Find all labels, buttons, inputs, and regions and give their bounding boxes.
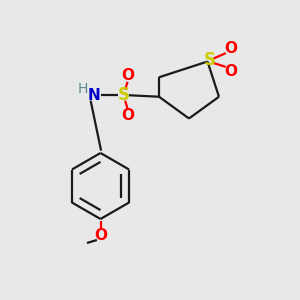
Text: O: O bbox=[94, 228, 107, 243]
Text: O: O bbox=[224, 41, 237, 56]
Text: H: H bbox=[77, 82, 88, 96]
Text: N: N bbox=[87, 88, 100, 103]
Text: O: O bbox=[224, 64, 237, 79]
Text: S: S bbox=[118, 86, 130, 104]
Text: O: O bbox=[122, 107, 135, 122]
Text: S: S bbox=[204, 51, 216, 69]
Text: O: O bbox=[122, 68, 135, 83]
